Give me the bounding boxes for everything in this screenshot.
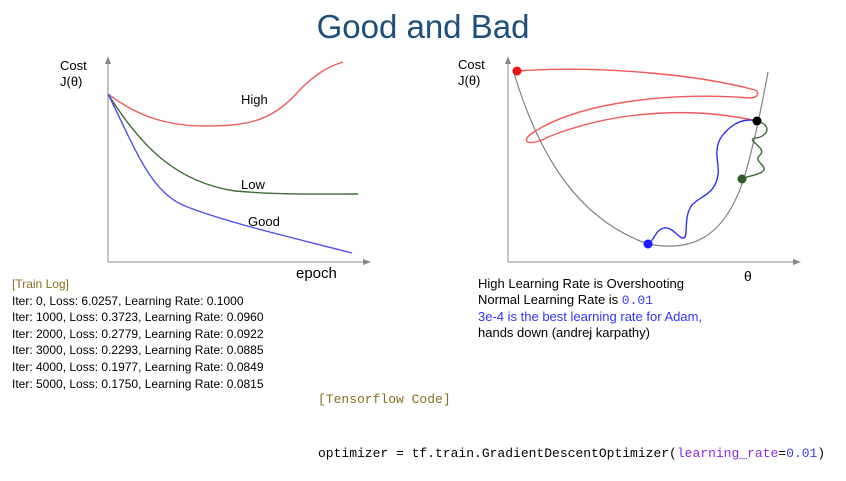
train-log-line: Iter: 4000, Loss: 0.1977, Learning Rate:… bbox=[12, 359, 264, 374]
overshoot-trajectory bbox=[516, 68, 759, 144]
tf-code-suffix: ) bbox=[817, 446, 826, 461]
tf-code-kwarg: learning_rate bbox=[676, 446, 779, 461]
good-minimum-point bbox=[643, 239, 653, 249]
high-start-point bbox=[512, 66, 522, 76]
tf-code-prefix: optimizer = tf.train.GradientDescentOpti… bbox=[318, 446, 677, 461]
tf-code-eq: = bbox=[778, 446, 787, 461]
note-normal-prefix: Normal Learning Rate is bbox=[478, 292, 622, 307]
low-trajectory bbox=[741, 120, 768, 180]
train-log: [Train Log] Iter: 0, Loss: 6.0257, Learn… bbox=[12, 276, 264, 392]
train-log-line: Iter: 2000, Loss: 0.2779, Learning Rate:… bbox=[12, 326, 264, 341]
right-axes bbox=[505, 56, 801, 265]
note-normal-value: 0.01 bbox=[621, 293, 654, 308]
note-normal-rate: Normal Learning Rate is 0.01 bbox=[478, 292, 702, 309]
low-curve-label: Low bbox=[241, 177, 265, 192]
left-ylabel-j: J(θ) bbox=[60, 74, 83, 89]
start-point bbox=[752, 116, 762, 126]
train-log-header: [Train Log] bbox=[12, 277, 69, 291]
high-curve-label: High bbox=[241, 92, 268, 107]
right-ylabel-cost: Cost bbox=[458, 57, 485, 72]
diagram-canvas bbox=[105, 56, 801, 265]
low-lr-curve bbox=[107, 93, 359, 195]
tf-code-header: [Tensorflow Code] bbox=[318, 392, 451, 407]
left-axes bbox=[105, 56, 371, 265]
good-lr-curve bbox=[107, 93, 353, 254]
right-xlabel-theta: θ bbox=[744, 268, 752, 284]
train-log-line: Iter: 0, Loss: 6.0257, Learning Rate: 0.… bbox=[12, 293, 244, 308]
right-ylabel-j: J(θ) bbox=[458, 73, 481, 88]
note-attribution: hands down (andrej karpathy) bbox=[478, 325, 650, 340]
cost-bowl-curve bbox=[512, 69, 769, 247]
tensorflow-code: [Tensorflow Code] optimizer = tf.train.G… bbox=[318, 355, 825, 481]
note-overshooting: High Learning Rate is Overshooting bbox=[478, 276, 684, 291]
train-log-line: Iter: 3000, Loss: 0.2293, Learning Rate:… bbox=[12, 343, 264, 358]
train-log-line: Iter: 1000, Loss: 0.3723, Learning Rate:… bbox=[12, 310, 264, 325]
left-ylabel-cost: Cost bbox=[60, 58, 87, 73]
note-adam-rate: 3e-4 is the best learning rate for Adam, bbox=[478, 309, 703, 324]
left-xlabel: epoch bbox=[296, 265, 337, 282]
high-lr-curve bbox=[107, 61, 344, 127]
slide-title: Good and Bad bbox=[316, 8, 530, 45]
low-end-point bbox=[737, 174, 747, 184]
learning-rate-notes: High Learning Rate is Overshooting Norma… bbox=[478, 276, 702, 341]
good-curve-label: Good bbox=[248, 214, 280, 229]
good-trajectory bbox=[647, 119, 758, 245]
tf-code-value: 0.01 bbox=[786, 446, 818, 461]
tf-code-line: optimizer = tf.train.GradientDescentOpti… bbox=[318, 445, 825, 463]
train-log-line: Iter: 5000, Loss: 0.1750, Learning Rate:… bbox=[12, 376, 264, 391]
